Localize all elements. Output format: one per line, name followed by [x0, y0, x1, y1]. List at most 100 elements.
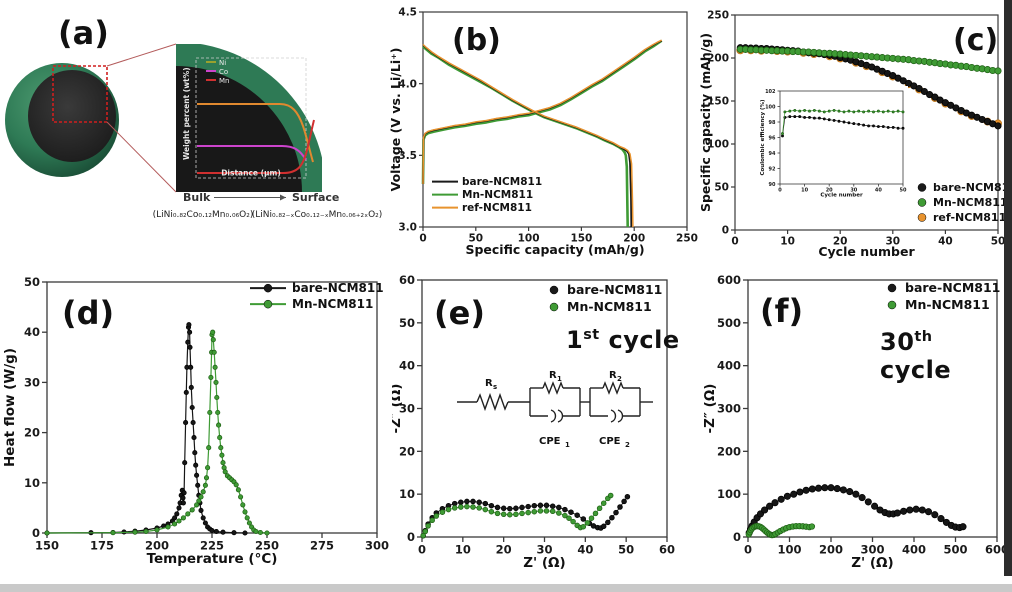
svg-text:98: 98 — [769, 120, 776, 126]
svg-text:60: 60 — [659, 543, 675, 557]
svg-text:20: 20 — [833, 236, 848, 248]
svg-text:20: 20 — [399, 444, 415, 458]
legend-label-co: Co — [219, 68, 228, 76]
svg-text:Specific capacity (mAh/g): Specific capacity (mAh/g) — [700, 33, 713, 212]
callout-line-top — [106, 43, 177, 67]
svg-text:400: 400 — [902, 543, 926, 557]
r2-label: R — [609, 370, 617, 381]
svg-text:150: 150 — [570, 233, 592, 245]
svg-text:(e): (e) — [434, 294, 485, 332]
svg-text:(d): (d) — [62, 294, 114, 332]
svg-text:10: 10 — [780, 236, 795, 248]
mn-profile-line — [197, 119, 315, 174]
svg-text:90: 90 — [769, 182, 776, 188]
svg-text:200: 200 — [623, 233, 645, 245]
panel-f-nyquist-30th-cycle-chart: 0 100 200 300 400 500 600 0 100 200 300 400 500 600 Z'… — [700, 260, 1012, 592]
svg-text:300: 300 — [860, 543, 884, 557]
svg-text:0: 0 — [419, 233, 426, 245]
svg-text:0: 0 — [733, 530, 741, 544]
inset-plot-frame — [195, 57, 307, 179]
svg-text:20: 20 — [826, 188, 833, 194]
svg-text:30: 30 — [24, 375, 40, 389]
svg-text:600: 600 — [717, 273, 741, 287]
surface-formula: (LiNi₀.₈₂₋ₓCo₀.₁₂₋ₓMn₀.₀₆₊₂ₓO₂) — [252, 210, 383, 220]
svg-text:500: 500 — [717, 316, 741, 330]
svg-text:20: 20 — [496, 543, 512, 557]
svg-text:100: 100 — [765, 104, 776, 110]
svg-text:Cycle number: Cycle number — [820, 193, 863, 199]
svg-text:94: 94 — [769, 151, 776, 157]
svg-text:30: 30 — [885, 236, 900, 248]
svg-text:3.0: 3.0 — [398, 222, 417, 234]
svg-text:92: 92 — [769, 166, 776, 172]
svg-text:175: 175 — [90, 539, 114, 553]
inset-shell-band — [176, 44, 322, 192]
svg-text:20: 20 — [24, 426, 40, 440]
svg-text:0: 0 — [407, 530, 415, 544]
svg-text:10: 10 — [801, 188, 808, 194]
svg-text:200: 200 — [707, 53, 729, 65]
svg-text:10: 10 — [455, 543, 471, 557]
panel-e-nyquist-1st-cycle-chart: 0 10 20 30 40 50 60 0 10 20 30 40 50 60 Z' (Ω) -Z″ (Ω) (… — [388, 260, 700, 592]
svg-text:0: 0 — [778, 188, 782, 194]
svg-text:50: 50 — [399, 316, 415, 330]
resistor-r2 — [602, 381, 624, 395]
equivalent-circuit-diagram: R s R 1 R 2 CPE 1 CPE 2 — [457, 370, 653, 449]
cpe2-sub: 2 — [625, 441, 630, 449]
svg-text:100: 100 — [777, 543, 801, 557]
svg-text:50: 50 — [618, 543, 634, 557]
svg-text:150: 150 — [35, 539, 59, 553]
eds-inset: Ni Co Mn Weight percent (wt%) Distance (… — [176, 44, 322, 192]
svg-text:200: 200 — [145, 539, 169, 553]
svg-text:Mn-NCM811: Mn-NCM811 — [933, 196, 1008, 209]
svg-text:10: 10 — [399, 487, 415, 501]
svg-text:100: 100 — [717, 487, 741, 501]
video-frame-bottom-edge — [0, 584, 1012, 592]
svg-text:200: 200 — [819, 543, 843, 557]
callout-line-bottom — [106, 121, 177, 193]
svg-text:Voltage (V vs. Li/Li⁺): Voltage (V vs. Li/Li⁺) — [390, 48, 403, 192]
svg-text:50: 50 — [900, 188, 907, 194]
inset-ylabel: Weight percent (wt%) — [182, 67, 191, 160]
note-rest: cycle — [599, 326, 680, 354]
legend-label-mn: Mn — [219, 77, 229, 85]
svg-text:200: 200 — [717, 444, 741, 458]
svg-text:30: 30 — [399, 402, 415, 416]
svg-text:40: 40 — [938, 236, 953, 248]
svg-text:50: 50 — [714, 182, 729, 194]
svg-text:10: 10 — [24, 476, 40, 490]
svg-text:-Z″ (Ω): -Z″ (Ω) — [702, 384, 718, 434]
svg-text:400: 400 — [717, 359, 741, 373]
panel-a-schematic: (a) Ni Co — [0, 0, 390, 260]
svg-text:250: 250 — [676, 233, 698, 245]
svg-text:0: 0 — [731, 236, 738, 248]
svg-text:50: 50 — [468, 233, 483, 245]
chart_b-svg: 0 50 100 150 200 250 3.0 3.5 4.0 4.5 Specific capa… — [388, 7, 698, 257]
resistor-rs — [476, 392, 509, 412]
svg-text:Coulombic efficiency (%): Coulombic efficiency (%) — [760, 99, 766, 176]
ni-profile-line — [197, 103, 314, 163]
svg-text:bare-NCM811: bare-NCM811 — [567, 282, 662, 297]
svg-text:600: 600 — [985, 543, 1009, 557]
chart_e-svg: 0 10 20 30 40 50 60 0 10 20 30 40 50 60 Z' (Ω) -Z″ (Ω) (… — [388, 273, 675, 571]
bulk-label: Bulk — [183, 191, 211, 204]
callout-box — [52, 65, 108, 123]
svg-text:4.5: 4.5 — [398, 7, 417, 19]
svg-text:102: 102 — [765, 89, 776, 95]
cpe2-label: CPE — [599, 436, 621, 447]
legend-label-ni: Ni — [219, 59, 226, 67]
svg-text:50: 50 — [24, 275, 40, 289]
panel-a-letter: (a) — [58, 14, 109, 52]
particle-core — [28, 70, 116, 162]
svg-text:250: 250 — [255, 539, 279, 553]
svg-text:Specific capacity (mAh/g): Specific capacity (mAh/g) — [465, 242, 644, 257]
svg-text:4.0: 4.0 — [398, 78, 417, 90]
r2-sub: 2 — [617, 375, 622, 383]
svg-text:30: 30 — [850, 188, 857, 194]
svg-text:100: 100 — [518, 233, 540, 245]
note-sup: th — [914, 329, 933, 345]
svg-text:300: 300 — [365, 539, 389, 553]
annotation-30th-cycle: 30th cycle — [880, 328, 1012, 384]
svg-text:30: 30 — [536, 543, 552, 557]
